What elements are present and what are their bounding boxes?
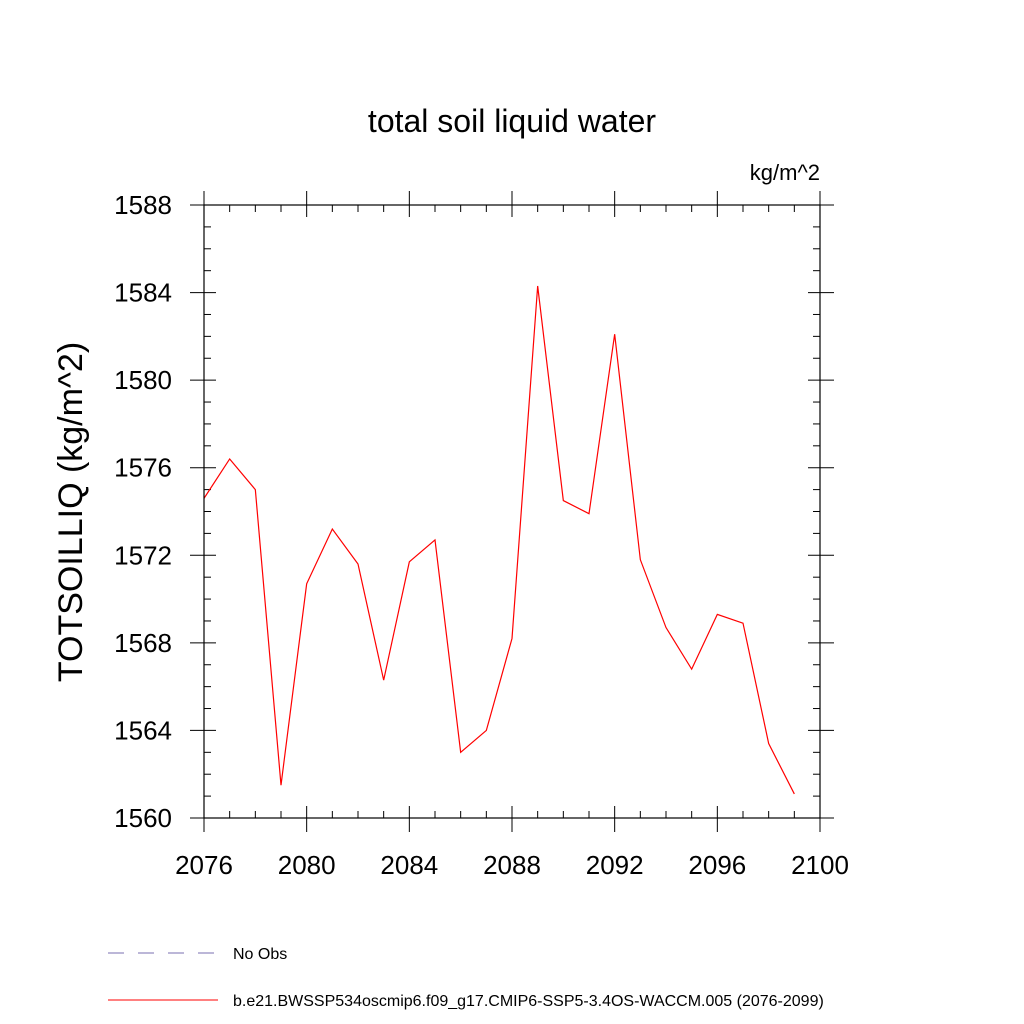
y-tick-label: 1564 [114,715,172,745]
plot-frame [203,204,821,819]
series-line [203,285,795,795]
legend: No Obs b.e21.BWSSP534oscmip6.f09_g17.CMIP… [108,946,824,1010]
chart-title: total soil liquid water [368,103,656,139]
legend-label-model: b.e21.BWSSP534oscmip6.f09_g17.CMIP6-SSP5… [233,993,824,1010]
y-tick-label: 1572 [114,540,172,570]
legend-label-no-obs: No Obs [233,946,287,963]
x-tick-label: 2080 [278,850,336,880]
units-label: kg/m^2 [750,160,820,185]
x-tick-label: 2100 [791,850,849,880]
x-tick-label: 2096 [688,850,746,880]
series-layer [203,285,795,795]
tick-labels: 2076 2080 2084 2088 2092 2096 2100 1560 1564 1568… [114,190,849,880]
y-tick-label: 1560 [114,803,172,833]
x-tick-label: 2084 [380,850,438,880]
x-tick-label: 2076 [175,850,233,880]
y-tick-label: 1580 [114,365,172,395]
y-tick-label: 1584 [114,278,172,308]
x-tick-label: 2088 [483,850,541,880]
y-axis-label: TOTSOILLIQ (kg/m^2) [52,342,90,682]
y-tick-label: 1576 [114,453,172,483]
y-tick-label: 1588 [114,190,172,220]
tick-marks [190,191,834,832]
x-tick-label: 2092 [586,850,644,880]
y-tick-label: 1568 [114,628,172,658]
